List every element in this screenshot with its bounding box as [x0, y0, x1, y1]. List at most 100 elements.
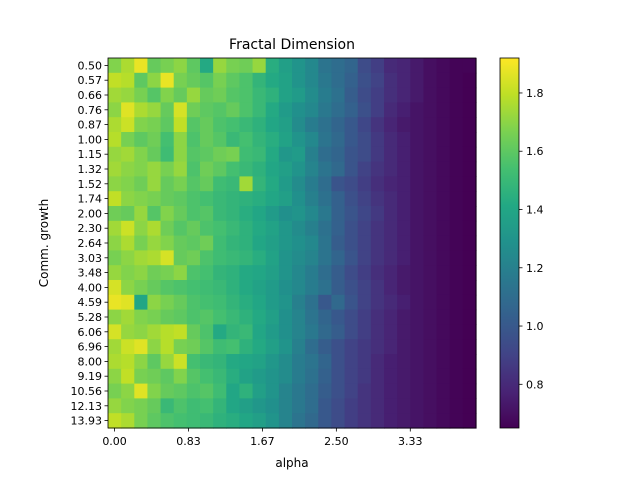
heatmap-cell — [265, 176, 280, 192]
heatmap-cell — [462, 176, 477, 192]
heatmap-cell — [449, 191, 464, 207]
heatmap-cell — [226, 324, 241, 340]
heatmap-cell — [436, 413, 451, 429]
heatmap-cell — [226, 58, 241, 74]
heatmap-cell — [226, 309, 241, 325]
heatmap-cell — [108, 280, 122, 296]
heatmap-cell — [436, 324, 451, 340]
heatmap-cell — [331, 294, 346, 311]
heatmap-cell — [239, 265, 254, 281]
heatmap-cell — [449, 117, 464, 133]
heatmap-cell — [108, 102, 122, 118]
heatmap-cell — [160, 87, 175, 103]
heatmap-cell — [226, 265, 241, 281]
heatmap-cell — [397, 413, 411, 429]
heatmap-cell — [462, 87, 477, 103]
heatmap-cell — [331, 117, 346, 133]
heatmap-cell — [160, 294, 175, 311]
heatmap-cell — [318, 206, 333, 222]
heatmap-cell — [200, 176, 214, 192]
heatmap-cell — [397, 87, 411, 103]
heatmap-cell — [410, 102, 425, 118]
heatmap-cell — [173, 398, 188, 414]
heatmap-cell — [318, 280, 333, 296]
heatmap-cell — [384, 102, 398, 118]
heatmap-cell — [384, 235, 398, 251]
heatmap-cell — [186, 117, 201, 133]
heatmap-cell — [384, 398, 398, 414]
heatmap-cell — [436, 383, 451, 399]
heatmap-cell — [423, 161, 438, 177]
heatmap-cell — [423, 354, 438, 370]
heatmap-cell — [147, 309, 162, 325]
heatmap-cell — [186, 206, 201, 222]
heatmap-cell — [213, 368, 227, 385]
heatmap-cell — [134, 294, 149, 311]
heatmap-cell — [121, 383, 135, 399]
heatmap-cell — [134, 206, 149, 222]
heatmap-cell — [134, 398, 149, 414]
heatmap-cell — [449, 102, 464, 118]
heatmap-cell — [397, 102, 411, 118]
heatmap-cell — [384, 368, 398, 385]
heatmap-cell — [384, 132, 398, 148]
heatmap-cell — [370, 280, 385, 296]
heatmap-cell — [436, 309, 451, 325]
heatmap-cell — [292, 413, 306, 429]
heatmap-cell — [186, 146, 201, 163]
heatmap-cell — [134, 383, 149, 399]
heatmap-cell — [384, 220, 398, 237]
heatmap-cell — [213, 117, 227, 133]
heatmap-cell — [410, 146, 425, 163]
heatmap-cell — [265, 146, 280, 163]
heatmap-cell — [292, 176, 306, 192]
heatmap-cell — [226, 354, 241, 370]
heatmap-cell — [462, 398, 477, 414]
heatmap-cell — [200, 265, 214, 281]
heatmap-cell — [462, 324, 477, 340]
heatmap-cell — [265, 280, 280, 296]
heatmap-cell — [278, 161, 293, 177]
heatmap-cell — [292, 58, 306, 74]
heatmap-cell — [147, 324, 162, 340]
heatmap-cell — [410, 368, 425, 385]
heatmap-cell — [239, 354, 254, 370]
heatmap-cell — [331, 309, 346, 325]
heatmap-cell — [449, 324, 464, 340]
heatmap-cell — [331, 398, 346, 414]
heatmap-cell — [423, 309, 438, 325]
heatmap-cell — [173, 132, 188, 148]
heatmap-cell — [200, 206, 214, 222]
heatmap-cell — [265, 250, 280, 266]
heatmap-cell — [160, 309, 175, 325]
heatmap-cell — [292, 294, 306, 311]
heatmap-cell — [200, 339, 214, 355]
heatmap-cell — [423, 265, 438, 281]
heatmap-cell — [278, 368, 293, 385]
heatmap-cell — [200, 294, 214, 311]
heatmap-cell — [462, 235, 477, 251]
heatmap-cell — [344, 339, 359, 355]
heatmap-cell — [160, 220, 175, 237]
y-tick-label: 0.50 — [78, 59, 103, 72]
heatmap-cell — [344, 324, 359, 340]
heatmap-cell — [121, 398, 135, 414]
heatmap-cell — [226, 294, 241, 311]
heatmap-cell — [108, 413, 122, 429]
heatmap-cell — [397, 383, 411, 399]
heatmap-cell — [462, 117, 477, 133]
heatmap-cell — [436, 339, 451, 355]
heatmap-cell — [121, 354, 135, 370]
heatmap-cell — [318, 250, 333, 266]
heatmap-cell — [436, 265, 451, 281]
heatmap-cell — [121, 117, 135, 133]
heatmap-cell — [108, 220, 122, 237]
heatmap-cell — [318, 161, 333, 177]
heatmap-cell — [200, 235, 214, 251]
heatmap-cell — [462, 161, 477, 177]
heatmap-cell — [252, 132, 267, 148]
heatmap-cell — [186, 309, 201, 325]
heatmap-cell — [239, 146, 254, 163]
heatmap-cell — [121, 368, 135, 385]
